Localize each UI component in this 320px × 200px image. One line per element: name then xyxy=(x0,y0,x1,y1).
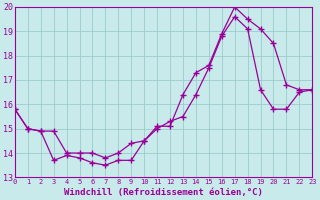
X-axis label: Windchill (Refroidissement éolien,°C): Windchill (Refroidissement éolien,°C) xyxy=(64,188,263,197)
